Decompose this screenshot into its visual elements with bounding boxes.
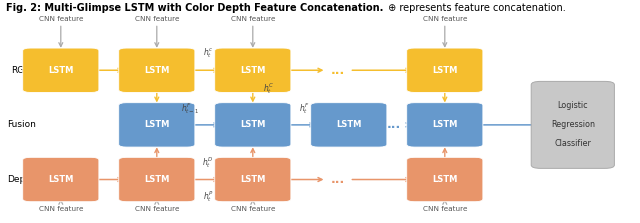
Text: LSTM: LSTM (240, 66, 266, 75)
Text: $h_t^C$: $h_t^C$ (263, 81, 275, 96)
FancyBboxPatch shape (407, 48, 483, 93)
Text: LSTM: LSTM (48, 175, 74, 184)
FancyBboxPatch shape (407, 103, 483, 147)
Text: $h_{t-1}^F$: $h_{t-1}^F$ (181, 101, 200, 116)
Text: LSTM: LSTM (240, 120, 266, 129)
Text: LSTM: LSTM (432, 120, 458, 129)
Text: LSTM: LSTM (144, 120, 170, 129)
Text: ...: ... (331, 173, 345, 186)
Text: Fusion: Fusion (6, 120, 36, 129)
Text: Classifier: Classifier (554, 139, 591, 148)
Text: LSTM: LSTM (48, 66, 74, 75)
Text: LSTM: LSTM (144, 175, 170, 184)
Text: CNN feature: CNN feature (38, 206, 83, 211)
FancyBboxPatch shape (531, 81, 614, 168)
FancyBboxPatch shape (407, 157, 483, 202)
Text: $h_t^D$: $h_t^D$ (202, 155, 214, 170)
Text: LSTM: LSTM (240, 175, 266, 184)
FancyBboxPatch shape (119, 157, 195, 202)
Text: Regression: Regression (551, 120, 595, 129)
Text: CNN feature: CNN feature (38, 16, 83, 22)
Text: ...: ... (331, 64, 345, 77)
FancyBboxPatch shape (311, 103, 387, 147)
FancyBboxPatch shape (119, 103, 195, 147)
Text: LSTM: LSTM (432, 66, 458, 75)
FancyBboxPatch shape (215, 48, 291, 93)
FancyBboxPatch shape (119, 48, 195, 93)
FancyBboxPatch shape (215, 157, 291, 202)
Text: CNN feature: CNN feature (230, 206, 275, 211)
Text: Logistic: Logistic (557, 101, 588, 110)
Text: $h_t^c$: $h_t^c$ (203, 47, 213, 60)
Text: CNN feature: CNN feature (422, 206, 467, 211)
Text: LSTM: LSTM (336, 120, 362, 129)
Text: CNN feature: CNN feature (134, 16, 179, 22)
Text: LSTM: LSTM (432, 175, 458, 184)
Text: ...: ... (387, 118, 401, 131)
Text: Fig. 2: Multi-Glimpse LSTM with Color Depth Feature Concatenation.: Fig. 2: Multi-Glimpse LSTM with Color De… (6, 3, 384, 13)
Text: CNN feature: CNN feature (422, 16, 467, 22)
FancyBboxPatch shape (215, 103, 291, 147)
Text: CNN feature: CNN feature (230, 16, 275, 22)
Text: Depth: Depth (7, 175, 35, 184)
Text: LSTM: LSTM (144, 66, 170, 75)
Text: RGB: RGB (12, 66, 31, 75)
Text: CNN feature: CNN feature (134, 206, 179, 211)
FancyBboxPatch shape (23, 48, 99, 93)
Text: ⊕ represents feature concatenation.: ⊕ represents feature concatenation. (385, 3, 566, 13)
Text: $h_t^P$: $h_t^P$ (203, 189, 213, 204)
Text: $h_t^F$: $h_t^F$ (299, 101, 309, 116)
FancyBboxPatch shape (23, 157, 99, 202)
